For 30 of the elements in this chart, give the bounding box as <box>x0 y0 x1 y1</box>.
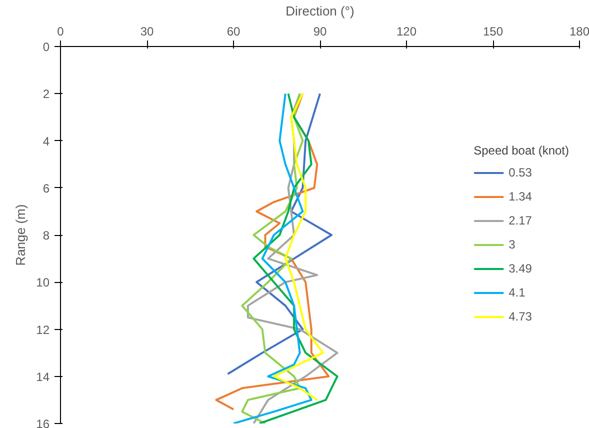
line-series <box>241 92 304 424</box>
legend-label: 3 <box>508 237 516 251</box>
legend-label: 1.34 <box>508 189 532 203</box>
x-tick-label: 150 <box>482 24 504 38</box>
y-tick-label: 12 <box>36 322 50 337</box>
x-tick-label: 90 <box>313 24 327 38</box>
y-tick-label: 4 <box>42 134 50 148</box>
legend-label: 3.49 <box>508 261 532 275</box>
x-axis-title: Direction (°) <box>286 4 354 18</box>
x-tick-label: 60 <box>226 24 240 38</box>
legend-label: 0.53 <box>508 165 532 179</box>
legend-title: Speed boat (knot) <box>474 143 569 157</box>
y-tick-label: 2 <box>42 87 50 102</box>
y-tick-label: 16 <box>36 417 50 428</box>
legend-label: 4.1 <box>508 285 526 299</box>
line-series <box>226 92 333 376</box>
x-tick-label: 120 <box>396 24 417 38</box>
y-tick-label: 0 <box>42 40 50 54</box>
y-axis-title: Range (m) <box>13 204 28 266</box>
line-series <box>232 92 312 424</box>
y-tick-label: 14 <box>36 370 50 384</box>
y-tick-label: 10 <box>36 276 50 290</box>
y-tick-label: 6 <box>42 181 50 196</box>
y-tick-label: 8 <box>42 228 50 242</box>
x-tick-label: 0 <box>57 24 64 38</box>
x-tick-label: 30 <box>140 24 154 38</box>
line-series <box>272 92 324 401</box>
legend-label: 2.17 <box>508 213 532 227</box>
x-tick-label: 180 <box>569 24 589 38</box>
legend-label: 4.73 <box>508 309 532 323</box>
